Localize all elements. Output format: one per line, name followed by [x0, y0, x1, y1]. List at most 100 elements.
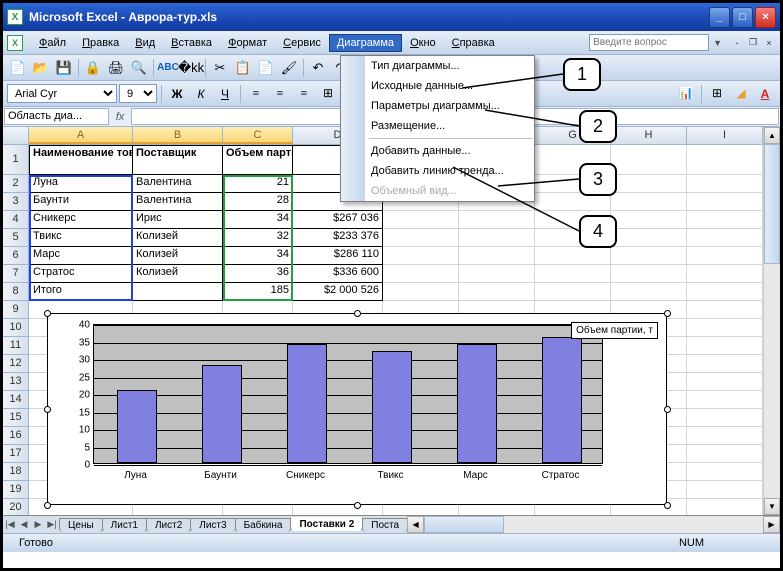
cell-C4[interactable]: 34: [223, 211, 293, 229]
undo-icon[interactable]: ↶: [307, 57, 329, 79]
sheet-tab-Поставки 2[interactable]: Поставки 2: [290, 517, 363, 531]
italic-button[interactable]: К: [190, 83, 212, 105]
open-file-icon[interactable]: 📂: [30, 57, 52, 79]
help-search-input[interactable]: [589, 34, 709, 51]
cell-B1[interactable]: Поставщик: [133, 145, 223, 175]
chart-bar-0[interactable]: [117, 390, 157, 464]
cell-I16[interactable]: [687, 427, 763, 445]
cell-A2[interactable]: Луна: [29, 175, 133, 193]
row-header-18[interactable]: 18: [3, 463, 29, 481]
chart-resize-handle[interactable]: [664, 502, 671, 509]
cell-F4[interactable]: [459, 211, 535, 229]
cell-B3[interactable]: Валентина: [133, 193, 223, 211]
print-preview-icon[interactable]: 🔍: [128, 57, 150, 79]
fx-label[interactable]: fx: [110, 107, 130, 126]
chart-bar-3[interactable]: [372, 351, 412, 463]
underline-button[interactable]: Ч: [214, 83, 236, 105]
menu-диаграмма[interactable]: Диаграмма: [329, 34, 402, 52]
col-header-C[interactable]: C: [223, 127, 293, 144]
cell-I14[interactable]: [687, 391, 763, 409]
cell-C1[interactable]: Объем партии, т: [223, 145, 293, 175]
cell-I8[interactable]: [687, 283, 763, 301]
workbook-control-icon[interactable]: X: [7, 35, 23, 51]
chart-resize-handle[interactable]: [44, 502, 51, 509]
cell-E6[interactable]: [383, 247, 459, 265]
menu-item-добавить-данные[interactable]: Добавить данные...: [341, 141, 534, 161]
row-header-4[interactable]: 4: [3, 211, 29, 229]
permission-icon[interactable]: 🔒: [82, 57, 104, 79]
cell-C7[interactable]: 36: [223, 265, 293, 283]
font-color-button[interactable]: A: [754, 83, 776, 105]
menu-item-размещение[interactable]: Размещение...: [341, 116, 534, 136]
cell-E5[interactable]: [383, 229, 459, 247]
sheet-tab-Поста[interactable]: Поста: [362, 518, 408, 532]
row-header-8[interactable]: 8: [3, 283, 29, 301]
horizontal-scroll-thumb[interactable]: [424, 516, 504, 533]
cell-I15[interactable]: [687, 409, 763, 427]
chart-resize-handle[interactable]: [354, 310, 361, 317]
chart-resize-handle[interactable]: [664, 406, 671, 413]
cell-B6[interactable]: Колизей: [133, 247, 223, 265]
scroll-left-button[interactable]: ◀: [407, 516, 424, 533]
cell-D4[interactable]: $267 036: [293, 211, 383, 229]
menu-формат[interactable]: Формат: [220, 34, 275, 52]
tab-nav-first[interactable]: |◀: [3, 517, 17, 533]
row-header-2[interactable]: 2: [3, 175, 29, 193]
cell-F6[interactable]: [459, 247, 535, 265]
tab-nav-next[interactable]: ▶: [31, 517, 45, 533]
minimize-button[interactable]: _: [709, 7, 730, 28]
menu-item-параметры-диаграммы[interactable]: Параметры диаграммы...: [341, 96, 534, 116]
cell-A8[interactable]: Итого: [29, 283, 133, 301]
cut-icon[interactable]: ✂: [209, 57, 231, 79]
cell-H5[interactable]: [611, 229, 687, 247]
merge-center-button[interactable]: ⊞: [317, 83, 339, 105]
tab-nav-prev[interactable]: ◀: [17, 517, 31, 533]
sheet-tab-Лист2[interactable]: Лист2: [146, 518, 191, 532]
fill-color-button[interactable]: ◢: [730, 83, 752, 105]
row-header-19[interactable]: 19: [3, 481, 29, 499]
cell-I20[interactable]: [687, 499, 763, 515]
row-header-13[interactable]: 13: [3, 373, 29, 391]
menu-item-тип-диаграммы[interactable]: Тип диаграммы...: [341, 56, 534, 76]
font-name-select[interactable]: Arial Cyr: [7, 84, 117, 103]
cell-I7[interactable]: [687, 265, 763, 283]
menu-справка[interactable]: Справка: [444, 34, 503, 52]
cell-A4[interactable]: Сникерс: [29, 211, 133, 229]
menu-вид[interactable]: Вид: [127, 34, 163, 52]
cell-I6[interactable]: [687, 247, 763, 265]
save-icon[interactable]: 💾: [53, 57, 75, 79]
horizontal-scrollbar[interactable]: ◀ ▶: [407, 516, 780, 533]
cell-G8[interactable]: [535, 283, 611, 301]
row-header-20[interactable]: 20: [3, 499, 29, 515]
cell-B2[interactable]: Валентина: [133, 175, 223, 193]
cell-I10[interactable]: [687, 319, 763, 337]
cell-G6[interactable]: [535, 247, 611, 265]
cell-C2[interactable]: 21: [223, 175, 293, 193]
col-header-I[interactable]: I: [687, 127, 763, 144]
sheet-tab-Лист1[interactable]: Лист1: [102, 518, 147, 532]
scroll-down-button[interactable]: ▼: [764, 498, 780, 515]
cell-F8[interactable]: [459, 283, 535, 301]
chart-wizard-icon[interactable]: 📊: [675, 83, 697, 105]
workbook-close-button[interactable]: ×: [762, 36, 776, 50]
cell-B7[interactable]: Колизей: [133, 265, 223, 283]
cell-F5[interactable]: [459, 229, 535, 247]
chart-resize-handle[interactable]: [44, 406, 51, 413]
chart-bar-5[interactable]: [542, 337, 582, 463]
cell-C5[interactable]: 32: [223, 229, 293, 247]
name-box[interactable]: Область диа...: [4, 108, 109, 125]
embedded-chart[interactable]: 0510152025303540ЛунаБаунтиСникерсТвиксМа…: [47, 313, 667, 505]
cell-I11[interactable]: [687, 337, 763, 355]
row-header-15[interactable]: 15: [3, 409, 29, 427]
cell-A1[interactable]: Наименование товара: [29, 145, 133, 175]
cell-D5[interactable]: $233 376: [293, 229, 383, 247]
row-header-3[interactable]: 3: [3, 193, 29, 211]
cell-F7[interactable]: [459, 265, 535, 283]
cell-I13[interactable]: [687, 373, 763, 391]
tab-nav-last[interactable]: ▶|: [45, 517, 59, 533]
cell-D8[interactable]: $2 000 526: [293, 283, 383, 301]
sheet-tab-Бабкина[interactable]: Бабкина: [235, 518, 292, 532]
cell-H4[interactable]: [611, 211, 687, 229]
row-header-7[interactable]: 7: [3, 265, 29, 283]
row-header-1[interactable]: 1: [3, 145, 29, 175]
